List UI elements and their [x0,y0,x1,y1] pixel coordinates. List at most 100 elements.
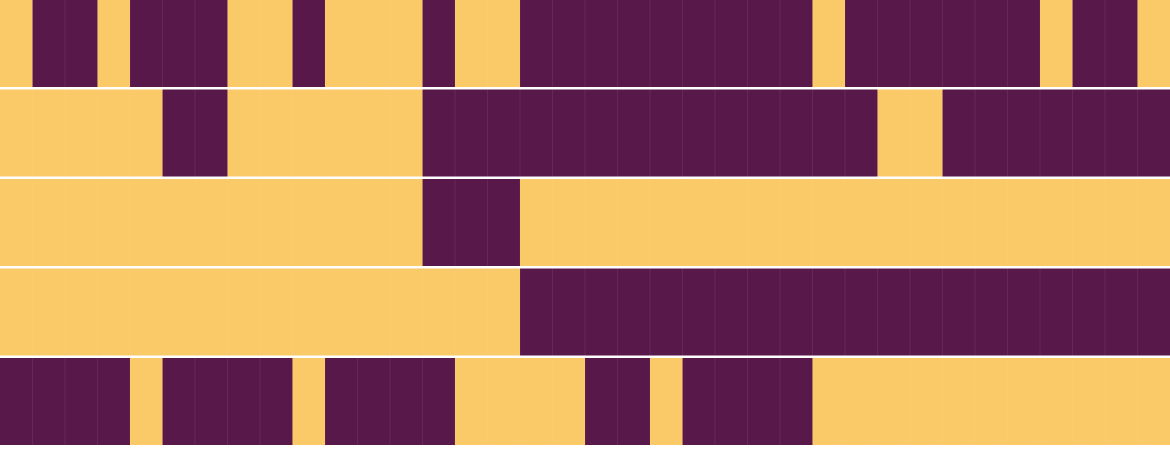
cell [0,0,33,87]
cell [747,358,781,445]
cell [455,268,488,356]
cell [715,89,748,177]
cell [390,89,423,177]
cell [195,0,228,87]
cell [1040,0,1073,87]
cell [845,179,878,266]
cell [130,179,163,266]
cell [0,268,33,356]
cell [877,89,911,177]
cell [682,0,716,87]
cell [227,358,261,445]
cell [877,358,911,445]
cell [455,179,488,266]
cell [1137,268,1170,356]
cell [455,358,488,445]
cell [975,179,1008,266]
cell [1040,179,1073,266]
cell [812,179,846,266]
cell [162,0,196,87]
cell [227,268,261,356]
cell [487,179,521,266]
cell [975,0,1008,87]
cell [812,89,846,177]
cell [715,0,748,87]
cell [292,0,326,87]
cell [715,179,748,266]
cell [520,358,553,445]
cell [227,0,261,87]
cell [325,358,358,445]
cell [682,358,716,445]
cell [487,268,521,356]
cell [0,358,33,445]
cell [260,358,293,445]
cell [65,0,98,87]
cell [162,179,196,266]
cell [910,358,943,445]
cell [357,358,391,445]
cell [1072,0,1106,87]
cell [650,268,683,356]
cell [552,179,586,266]
cell [32,0,66,87]
cell [1137,358,1170,445]
cell [975,268,1008,356]
cell [1072,268,1106,356]
cell [747,0,781,87]
cell [1105,179,1138,266]
cell [1007,358,1041,445]
cell [552,358,586,445]
cell [455,89,488,177]
cell [1072,358,1106,445]
cell [227,89,261,177]
cell [422,268,456,356]
cell [195,268,228,356]
cell [617,179,651,266]
cell [325,89,358,177]
cell [292,268,326,356]
cell [32,358,66,445]
cell [942,179,976,266]
cell [585,0,618,87]
cell [422,89,456,177]
cell [1072,179,1106,266]
cell [910,179,943,266]
cell [877,268,911,356]
cell [780,358,813,445]
cell [682,179,716,266]
cell [910,89,943,177]
cell [32,268,66,356]
cell [97,268,131,356]
cell [357,179,391,266]
cell [1007,268,1041,356]
cell [682,89,716,177]
cell [910,268,943,356]
cell [845,0,878,87]
cell [552,89,586,177]
cell [520,0,553,87]
cell [1007,179,1041,266]
cell [585,358,618,445]
cell [812,0,846,87]
cell [487,358,521,445]
cell [747,268,781,356]
cell [1105,358,1138,445]
cell [682,268,716,356]
cell [747,179,781,266]
cell [162,89,196,177]
cell [910,0,943,87]
cell [357,0,391,87]
cell [130,0,163,87]
cell [65,358,98,445]
cell [780,179,813,266]
cell [97,0,131,87]
cell [1137,0,1170,87]
cell [97,179,131,266]
cell [715,268,748,356]
cell [325,179,358,266]
cell [1040,89,1073,177]
cell [617,268,651,356]
cell [97,89,131,177]
cell [1040,358,1073,445]
